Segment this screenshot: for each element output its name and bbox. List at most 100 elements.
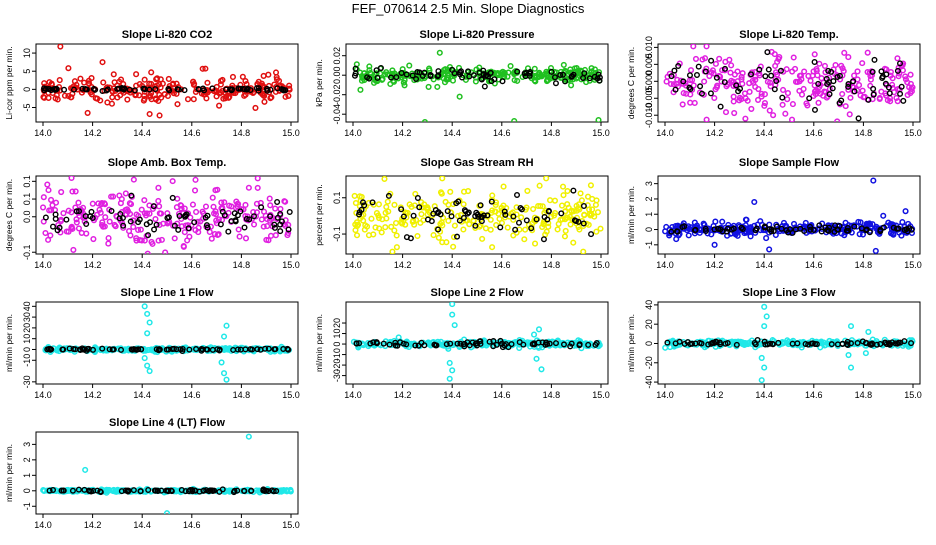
- reference-point: [403, 71, 410, 78]
- reference-point: [908, 340, 915, 347]
- reference-point: [671, 67, 678, 74]
- x-tick-label: 14.0: [656, 128, 674, 138]
- x-tick-label: 14.8: [233, 260, 251, 270]
- data-point: [239, 73, 246, 80]
- x-tick-label: 14.0: [656, 260, 674, 270]
- data-point: [209, 194, 216, 201]
- reference-point: [845, 227, 852, 234]
- data-point: [548, 213, 555, 220]
- data-point: [424, 204, 431, 211]
- data-point: [375, 214, 383, 222]
- data-point-spike: [216, 102, 223, 109]
- data-points: [663, 44, 916, 122]
- reference-point: [59, 346, 66, 353]
- data-point: [282, 222, 289, 229]
- data-point: [842, 103, 849, 110]
- reference-point: [247, 87, 254, 94]
- reference-point: [535, 339, 542, 346]
- y-tick-label: 0: [22, 347, 32, 352]
- reference-point: [166, 87, 173, 94]
- reference-point: [722, 340, 729, 347]
- y-tick-label: 0: [644, 341, 654, 346]
- data-point: [162, 249, 169, 254]
- reference-point: [435, 209, 442, 216]
- data-point: [460, 226, 467, 233]
- reference-point: [829, 85, 836, 92]
- data-point: [138, 206, 145, 213]
- data-point: [746, 88, 753, 95]
- y-axis-label: degrees C per min.: [626, 47, 636, 119]
- reference-point: [674, 228, 681, 235]
- reference-point: [277, 228, 284, 235]
- reference-point: [878, 68, 885, 75]
- x-tick-label: 14.2: [394, 390, 412, 400]
- data-point: [536, 182, 543, 189]
- reference-point: [826, 91, 833, 98]
- reference-point: [485, 73, 492, 80]
- reference-point: [428, 218, 435, 225]
- data-point-spike: [82, 466, 89, 473]
- reference-point: [364, 74, 371, 81]
- data-point: [438, 219, 445, 226]
- data-point: [817, 90, 824, 97]
- reference-point: [751, 339, 758, 346]
- y-axis-label: kPa per min.: [314, 59, 324, 107]
- data-point: [212, 187, 219, 194]
- reference-point: [865, 96, 872, 103]
- y-tick-label: -10: [332, 348, 342, 361]
- reference-point: [81, 486, 88, 493]
- chart-panel-4: Slope Amb. Box Temp. 14.0 14.2 14.4 14.6 14.8…: [4, 157, 300, 270]
- data-point: [78, 89, 85, 96]
- data-point: [805, 72, 812, 80]
- data-point: [557, 341, 565, 348]
- reference-point: [146, 86, 153, 93]
- reference-point: [108, 207, 115, 214]
- data-point: [89, 200, 96, 207]
- reference-point: [545, 208, 552, 215]
- plot-frame: [345, 175, 609, 255]
- data-point: [215, 231, 222, 238]
- data-point: [450, 243, 457, 250]
- data-point: [52, 199, 60, 206]
- reference-point: [764, 49, 771, 56]
- reference-point: [575, 218, 582, 225]
- data-point-spike: [144, 310, 151, 317]
- reference-point: [514, 191, 521, 198]
- data-point: [752, 83, 759, 90]
- data-point: [460, 188, 468, 195]
- data-point: [451, 222, 458, 229]
- reference-point: [771, 86, 778, 93]
- reference-point: [505, 344, 512, 351]
- data-point-spike: [595, 117, 602, 122]
- reference-point: [472, 222, 479, 229]
- data-point-spike: [449, 367, 456, 374]
- reference-point: [521, 70, 528, 77]
- data-point: [815, 99, 822, 106]
- data-point: [820, 339, 827, 346]
- data-point: [73, 216, 80, 223]
- data-point: [487, 226, 494, 233]
- reference-point: [832, 222, 839, 229]
- reference-point: [515, 219, 522, 226]
- data-point: [133, 237, 140, 244]
- plot-frame: [345, 43, 609, 123]
- data-point: [788, 116, 796, 122]
- data-point: [500, 183, 507, 190]
- data-point: [790, 220, 798, 227]
- data-point: [156, 221, 163, 229]
- data-point: [701, 78, 708, 85]
- data-point: [96, 206, 103, 213]
- reference-point: [456, 217, 463, 224]
- reference-point: [517, 204, 524, 211]
- data-point: [841, 232, 848, 239]
- data-point: [565, 77, 572, 84]
- data-point: [545, 220, 552, 227]
- data-point: [372, 224, 379, 231]
- data-point: [98, 201, 105, 208]
- data-point: [522, 226, 529, 233]
- y-tick-label: 10: [332, 329, 342, 339]
- reference-point: [668, 228, 675, 235]
- data-point-spike: [880, 212, 887, 219]
- y-tick-label: 20: [332, 318, 342, 328]
- reference-point: [455, 198, 462, 205]
